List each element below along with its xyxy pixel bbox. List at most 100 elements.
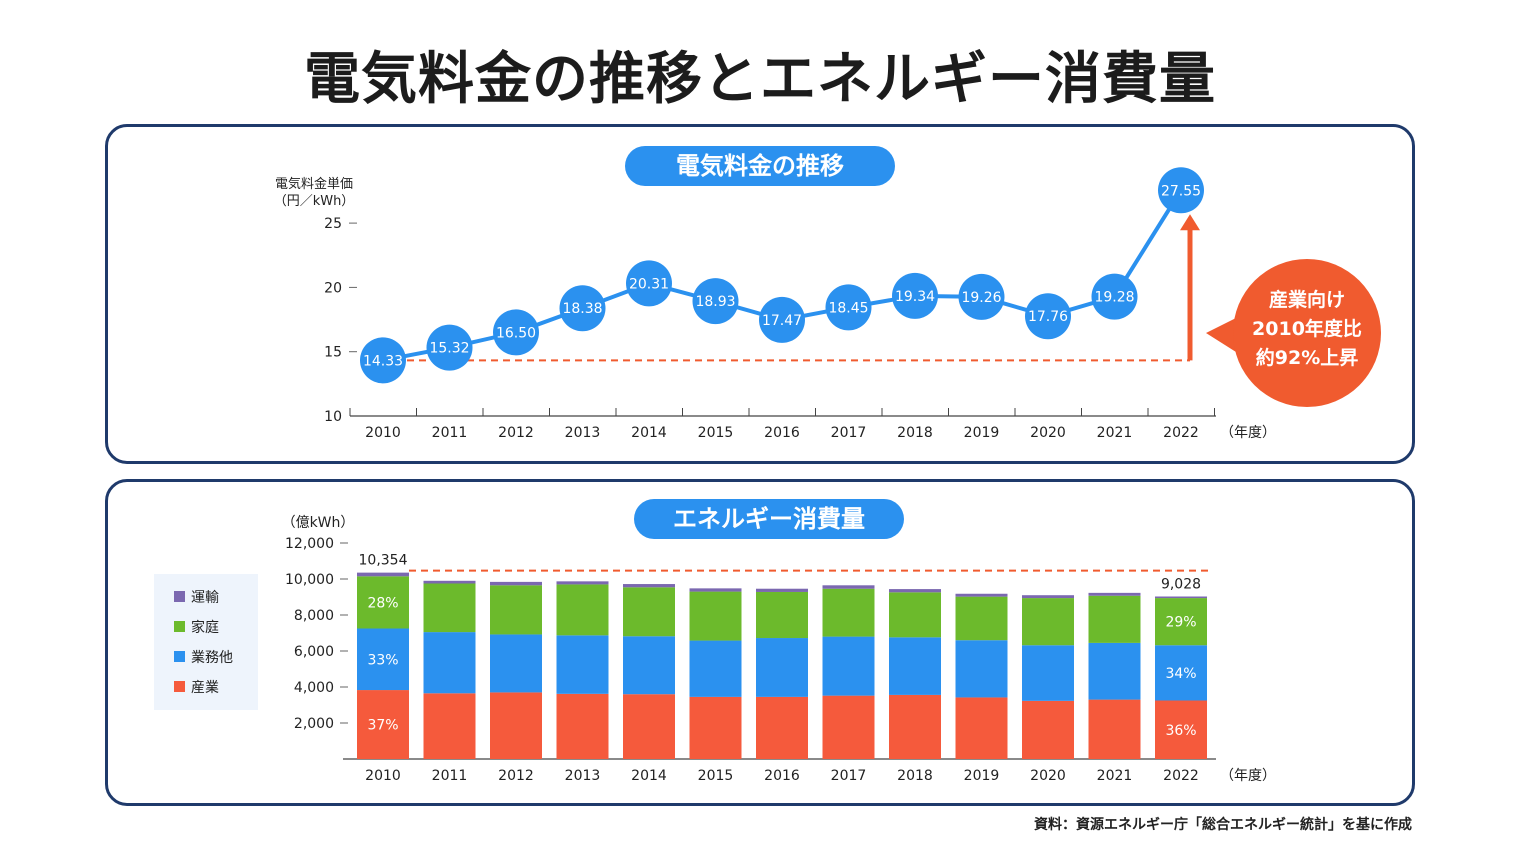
consumption-bar-segment (689, 588, 742, 592)
consumption-bar-segment (423, 583, 476, 633)
price-point-label: 19.26 (961, 290, 1001, 306)
consumption-bar-segment (756, 588, 808, 592)
consumption-bar-segment (357, 572, 409, 577)
consumption-bar-segment (556, 635, 609, 694)
consumption-bar-segment (955, 697, 1008, 759)
consumption-ytick-label: 4,000 (294, 680, 334, 696)
legend-item: 産業 (174, 678, 219, 698)
consumption-bar-segment (1022, 595, 1074, 599)
price-point (360, 337, 406, 384)
consumption-bar-segment (689, 640, 742, 697)
consumption-xtick-label: 2019 (964, 768, 1000, 784)
consumption-x-unit: （年度） (1220, 768, 1276, 784)
price-x-unit: （年度） (1220, 425, 1276, 441)
consumption-xtick-label: 2014 (631, 768, 667, 784)
consumption-bar-segment (623, 636, 675, 695)
consumption-bar-segment (1022, 645, 1074, 701)
consumption-xtick-label: 2012 (498, 768, 534, 784)
price-xtick-label: 2021 (1097, 425, 1133, 441)
consumption-bar-segment (556, 584, 609, 636)
price-xtick-label: 2020 (1030, 425, 1066, 441)
price-point-label: 14.33 (363, 353, 403, 369)
price-xtick-label: 2013 (565, 425, 601, 441)
price-point-label: 16.50 (496, 325, 536, 341)
consumption-bar-segment (623, 694, 675, 759)
consumption-bar-segment (822, 585, 875, 589)
price-xtick-label: 2016 (764, 425, 800, 441)
price-point (426, 324, 473, 371)
price-xtick-label: 2015 (698, 425, 734, 441)
consumption-bar-segment (689, 696, 742, 759)
consumption-bar-segment (1088, 595, 1141, 643)
consumption-bar-segment (1088, 642, 1141, 700)
consumption-xtick-label: 2016 (764, 768, 800, 784)
price-point-label: 27.55 (1161, 183, 1201, 199)
price-xtick-label: 2011 (432, 425, 468, 441)
consumption-bar-segment (423, 580, 476, 584)
consumption-segment-label: 28% (367, 595, 398, 611)
consumption-bar-segment (1155, 598, 1207, 646)
consumption-bar-segment (423, 693, 476, 759)
consumption-bar-segment (822, 695, 875, 759)
price-xtick-label: 2017 (831, 425, 867, 441)
consumption-bar-segment (1155, 596, 1207, 599)
price-point (559, 285, 606, 332)
callout-text: 2010年度比 (1252, 317, 1362, 340)
consumption-bar-segment (1022, 700, 1074, 759)
consumption-segment-label: 33% (367, 652, 398, 668)
consumption-xtick-label: 2013 (565, 768, 601, 784)
price-yunit: （円／kWh） (274, 194, 355, 209)
callout-text: 約92%上昇 (1256, 346, 1358, 369)
callout-text: 産業向け (1269, 288, 1345, 311)
legend-item: 家庭 (174, 618, 219, 638)
price-point (626, 260, 672, 307)
price-xtick-label: 2018 (897, 425, 933, 441)
price-chart-title: 電気料金の推移 (625, 146, 895, 186)
price-point-label: 15.32 (429, 341, 469, 357)
consumption-xtick-label: 2010 (365, 768, 401, 784)
price-xtick-label: 2019 (964, 425, 1000, 441)
consumption-xtick-label: 2017 (831, 768, 867, 784)
callout-bubble (1233, 259, 1381, 407)
consumption-ytick-label: 8,000 (294, 608, 334, 624)
consumption-segment-label: 29% (1165, 615, 1196, 631)
legend-label: 運輸 (191, 590, 219, 606)
consumption-bar-segment (490, 692, 542, 759)
consumption-bar-segment (357, 690, 409, 759)
price-point-label: 17.76 (1028, 309, 1068, 325)
price-ytick-label: 15 (324, 345, 342, 361)
price-point-label: 17.47 (762, 313, 802, 329)
consumption-legend: 運輸 家庭 業務他 産業 (154, 574, 258, 710)
consumption-segment-label: 34% (1165, 666, 1196, 682)
page-title: 電気料金の推移とエネルギー消費量 (304, 47, 1216, 112)
price-point-label: 19.34 (895, 289, 935, 305)
price-point-label: 19.28 (1094, 290, 1134, 306)
legend-item: 業務他 (174, 648, 233, 668)
consumption-chart-title: エネルギー消費量 (634, 499, 904, 539)
price-point (1158, 167, 1204, 214)
consumption-ytick-label: 6,000 (294, 644, 334, 660)
callout-pointer (1206, 318, 1236, 352)
consumption-bar-segment (490, 634, 542, 693)
consumption-xtick-label: 2015 (698, 768, 734, 784)
consumption-bar-segment (889, 694, 941, 759)
consumption-total-label: 9,028 (1161, 576, 1201, 592)
price-ytick-label: 10 (324, 409, 342, 425)
price-ytick-label: 25 (324, 216, 342, 232)
price-point (958, 273, 1005, 320)
price-increase-arrow-head (1180, 214, 1200, 231)
legend-item: 運輸 (174, 588, 219, 608)
consumption-xtick-label: 2011 (432, 768, 468, 784)
legend-label: 家庭 (191, 620, 219, 636)
consumption-bar-segment (955, 593, 1008, 597)
consumption-bar-segment (556, 581, 609, 585)
consumption-segment-label: 37% (367, 718, 398, 734)
legend-label: 産業 (191, 680, 219, 696)
consumption-bar-segment (889, 637, 941, 695)
consumption-total-label: 10,354 (359, 553, 408, 569)
consumption-bar-segment (689, 591, 742, 641)
consumption-bar-segment (623, 587, 675, 637)
price-xtick-label: 2022 (1163, 425, 1199, 441)
consumption-bar-segment (955, 596, 1008, 641)
